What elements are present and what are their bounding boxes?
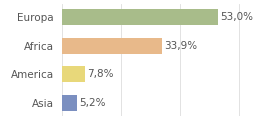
Bar <box>62 9 218 25</box>
Bar <box>62 66 85 82</box>
Text: 33,9%: 33,9% <box>164 41 197 51</box>
Bar <box>62 38 162 54</box>
Bar <box>62 95 77 111</box>
Text: 5,2%: 5,2% <box>79 98 106 108</box>
Text: 7,8%: 7,8% <box>87 69 113 79</box>
Text: 53,0%: 53,0% <box>221 12 254 22</box>
